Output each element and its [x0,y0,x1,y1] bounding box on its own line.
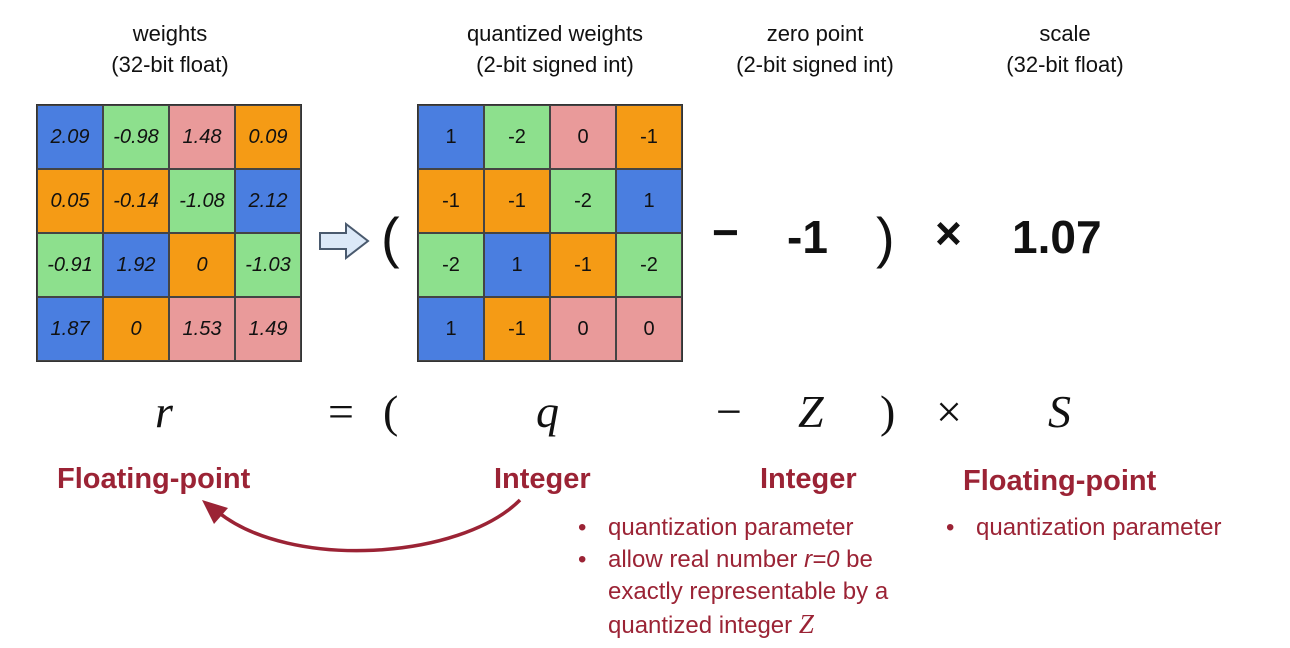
weight-cell: 0 [169,233,235,297]
bullet-item: • allow real number r=0 be [578,546,873,573]
scale-notes: • quantization parameter [946,512,1286,544]
expr-open-paren: ( [381,206,400,269]
zero-point-notes: • quantization parameter • allow real numb… [578,512,968,642]
formula-z: Z [798,386,824,437]
weight-cell: -1.08 [169,169,235,233]
weight-cell: -0.91 [37,233,103,297]
expr-times-sign: × [935,207,962,259]
right-arrow-icon [319,222,370,260]
quantized-weight-cell: 1 [484,233,550,297]
bullet-continuation: quantized integer Z [608,609,814,639]
weight-cell: 1.48 [169,105,235,169]
weight-cell: 0.09 [235,105,301,169]
quantized-subtitle: (2-bit signed int) [476,52,634,77]
bullet-continuation: exactly representable by a [608,578,889,605]
zero-point-subtitle: (2-bit signed int) [736,52,894,77]
weight-cell: 1.49 [235,297,301,361]
scale-header: scale (32-bit float) [960,18,1170,80]
expr-close-paren: ) [876,206,895,269]
q-type-label: Integer [494,463,591,495]
quantized-weight-cell: -1 [484,297,550,361]
scale-subtitle: (32-bit float) [1006,52,1124,77]
expr-minus-sign: − [712,206,739,258]
quantized-weight-cell: -1 [550,233,616,297]
weights-header: weights (32-bit float) [60,18,280,80]
weight-cell: -0.14 [103,169,169,233]
formula-open-paren: ( [383,386,399,437]
zero-point-title: zero point [766,21,864,46]
quantized-weight-cell: 0 [550,105,616,169]
formula-minus: − [716,386,742,437]
quantized-weight-cell: 0 [550,297,616,361]
weight-cell: 2.09 [37,105,103,169]
formula-equals: = [328,386,354,437]
bullet-item: • quantization parameter [578,514,854,541]
weight-cell: 1.53 [169,297,235,361]
quantized-title: quantized weights [466,21,644,46]
quantized-weight-cell: 0 [616,297,682,361]
quantized-weight-cell: -2 [484,105,550,169]
quantized-weight-cell: -1 [484,169,550,233]
weights-title: weights [132,21,208,46]
quantized-weight-cell: -2 [616,233,682,297]
quantized-weight-cell: -2 [418,233,484,297]
quantized-header: quantized weights (2-bit signed int) [410,18,700,80]
weights-subtitle: (32-bit float) [111,52,229,77]
quantized-weight-cell: 1 [418,297,484,361]
quantized-weight-cell: -1 [418,169,484,233]
weight-cell: 2.12 [235,169,301,233]
quantized-weight-cell: -2 [550,169,616,233]
formula-s: S [1048,386,1071,437]
weight-cell: 0.05 [37,169,103,233]
zero-point-header: zero point (2-bit signed int) [700,18,930,80]
formula-close-paren: ) [880,386,896,437]
bullet-item: • quantization parameter [946,514,1222,541]
zero-point-value: -1 [787,211,828,263]
z-type-label: Integer [760,463,857,495]
quantized-weight-cell: 1 [418,105,484,169]
r-type-label: Floating-point [57,463,251,495]
quantized-weight-cell: 1 [616,169,682,233]
quantized-weights-matrix: 1 -2 0 -1 -1 -1 -2 1 -2 1 -1 -2 1 -1 0 0 [417,104,683,362]
formula-q: q [536,386,559,437]
s-type-label: Floating-point [963,465,1157,497]
weight-cell: 1.87 [37,297,103,361]
scale-title: scale [1039,21,1091,46]
weight-cell: 0 [103,297,169,361]
weights-matrix: 2.09 -0.98 1.48 0.09 0.05 -0.14 -1.08 2.12 -0.91… [36,104,302,362]
quantized-weight-cell: -1 [616,105,682,169]
curved-arrow-icon [202,498,522,553]
weight-cell: 1.92 [103,233,169,297]
formula-times: × [936,386,962,437]
scale-value: 1.07 [1012,211,1102,263]
formula-r: r [155,386,173,437]
weight-cell: -1.03 [235,233,301,297]
weight-cell: -0.98 [103,105,169,169]
